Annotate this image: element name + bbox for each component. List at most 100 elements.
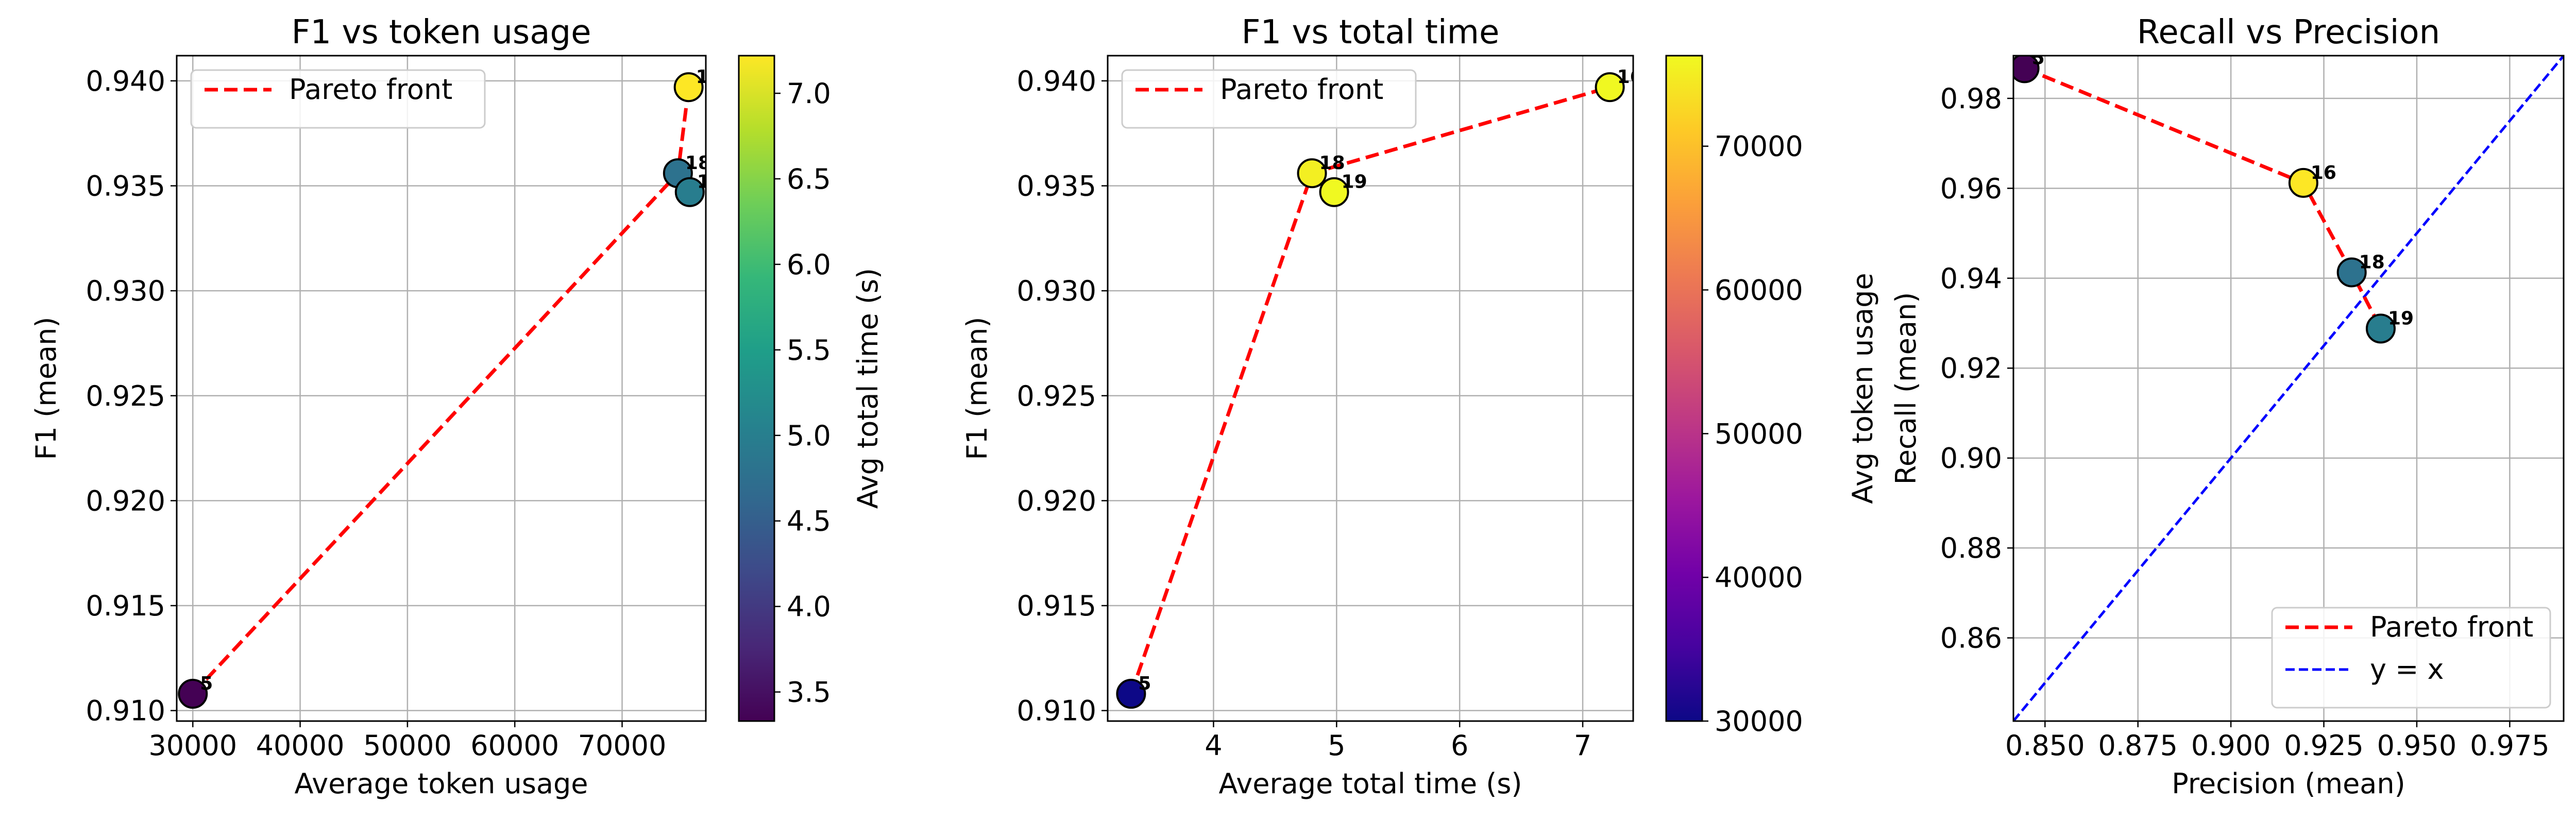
x-tick-label: 30000 [148, 729, 237, 762]
point-5 [1116, 679, 1146, 709]
y-tick-label: 0.90 [1940, 442, 2002, 475]
subplot-1: 30000 40000 50000 60000 70000 0.910 0.915 0.920… [30, 13, 884, 800]
y-tick-label: 0.910 [1016, 695, 1096, 727]
x-tick-label: 5 [1328, 729, 1345, 762]
x-tick-label: 0.925 [2284, 729, 2364, 762]
point-label-5: 5 [2032, 47, 2045, 69]
colorbar-tick-label: 5.5 [787, 334, 831, 366]
point-label-18: 18 [1319, 153, 1345, 174]
y-tick-label: 0.940 [86, 65, 165, 97]
axes-frame [2012, 55, 2565, 722]
legend-box [190, 69, 486, 129]
legend-entry: Pareto front [289, 73, 452, 106]
y-tick-label: 0.920 [86, 484, 165, 517]
point-5 [2013, 56, 2040, 83]
colorbar-tick-label: 5.0 [787, 420, 831, 452]
colorbar-gradient [1665, 55, 1703, 722]
x-axis-label: Average total time (s) [1219, 767, 1522, 800]
x-axis-label: Average token usage [294, 767, 588, 800]
colorbar-gradient [738, 55, 775, 722]
point-label-16: 16 [2311, 162, 2336, 183]
colorbar-tick-label: 60000 [1715, 274, 1803, 306]
x-tick-label: 0.875 [2098, 729, 2178, 762]
colorbar-tick-label: 6.0 [787, 248, 831, 281]
point-label-19: 19 [697, 172, 723, 193]
point-16 [673, 72, 704, 103]
point-label-19: 19 [1342, 172, 1367, 193]
y-tick-label: 0.94 [1940, 262, 2002, 295]
y-tick-label: 0.915 [1016, 590, 1096, 622]
x-tick-label: 70000 [578, 729, 667, 762]
colorbar: 30000 40000 50000 60000 70000 Avg token usage [1665, 55, 1879, 738]
colorbar-tick-label: 7.0 [787, 77, 831, 110]
point-18 [1297, 158, 1327, 189]
y-tick-label: 0.92 [1940, 352, 2002, 385]
chart-title: Recall vs Precision [2137, 13, 2440, 52]
y-tick-label: 0.98 [1940, 82, 2002, 115]
colorbar-tick-label: 4.0 [787, 591, 831, 623]
colorbar-tick-label: 6.5 [787, 163, 831, 195]
point-18 [2336, 257, 2367, 288]
y-tick-label: 0.940 [1016, 65, 1096, 97]
x-tick-label: 7 [1574, 729, 1591, 762]
x-tick-label: 0.975 [2470, 729, 2550, 762]
colorbar-tick-label: 40000 [1715, 561, 1803, 594]
y-tick-label: 0.920 [1016, 484, 1096, 517]
x-tick-label: 50000 [363, 729, 452, 762]
x-tick-label: 0.950 [2377, 729, 2457, 762]
y-tick-label: 0.915 [86, 590, 165, 622]
point-19 [1319, 177, 1349, 207]
legend: Pareto front y = x [2271, 607, 2551, 709]
point-label-16: 16 [1617, 66, 1643, 88]
legend-box [2271, 607, 2551, 709]
colorbar-tick-label: 70000 [1715, 130, 1803, 163]
colorbar-tick-label: 30000 [1715, 705, 1803, 738]
diagonal-line [2013, 56, 2564, 721]
y-tick-label: 0.930 [1016, 275, 1096, 307]
y-tick-label: 0.910 [86, 695, 165, 727]
legend-entry: Pareto front [1220, 73, 1383, 106]
legend-entry: Pareto front [2370, 611, 2533, 643]
legend-entry: y = x [2370, 653, 2444, 686]
y-tick-label: 0.935 [86, 170, 165, 202]
y-axis-label: F1 (mean) [961, 317, 993, 460]
point-16 [1595, 72, 1625, 103]
y-axis-label: F1 (mean) [30, 317, 62, 460]
pareto-front-line [191, 87, 691, 695]
x-tick-label: 4 [1205, 729, 1222, 762]
colorbar-tick-label: 3.5 [787, 676, 831, 709]
colorbar: 3.5 4.0 4.5 5.0 5.5 6.0 6.5 7.0 Avg total time (… [738, 55, 884, 722]
point-19 [2365, 313, 2396, 344]
colorbar-tick-label: 4.5 [787, 505, 831, 538]
x-tick-label: 0.850 [2005, 729, 2085, 762]
point-label-18: 18 [2359, 252, 2385, 273]
point-5 [178, 679, 208, 709]
legend: Pareto front [190, 69, 486, 129]
legend-box [1121, 69, 1417, 129]
point-label-18: 18 [685, 153, 711, 174]
y-axis-label: Recall (mean) [1890, 292, 1922, 485]
y-tick-label: 0.96 [1940, 172, 2002, 205]
x-tick-label: 60000 [470, 729, 559, 762]
colorbar-tick-label: 50000 [1715, 417, 1803, 450]
y-tick-label: 0.86 [1940, 622, 2002, 655]
axes-frame [1107, 55, 1634, 722]
colorbar-label: Avg token usage [1846, 273, 1879, 504]
x-tick-label: 40000 [256, 729, 345, 762]
chart-title: F1 vs token usage [292, 13, 591, 52]
point-label-16: 16 [696, 66, 722, 88]
y-tick-label: 0.935 [1016, 170, 1096, 202]
point-19 [674, 177, 705, 207]
pareto-front-line [1129, 85, 1611, 695]
point-16 [2288, 168, 2318, 198]
pareto-front-line [2024, 66, 2383, 330]
colorbar-label: Avg total time (s) [852, 268, 884, 509]
x-axis-label: Precision (mean) [2172, 767, 2405, 800]
subplot-3: 0.850 0.875 0.900 0.925 0.950 0.9750.860.880.… [1890, 13, 2565, 800]
y-tick-label: 0.925 [1016, 380, 1096, 412]
point-label-5: 5 [200, 673, 213, 694]
x-tick-label: 6 [1451, 729, 1468, 762]
